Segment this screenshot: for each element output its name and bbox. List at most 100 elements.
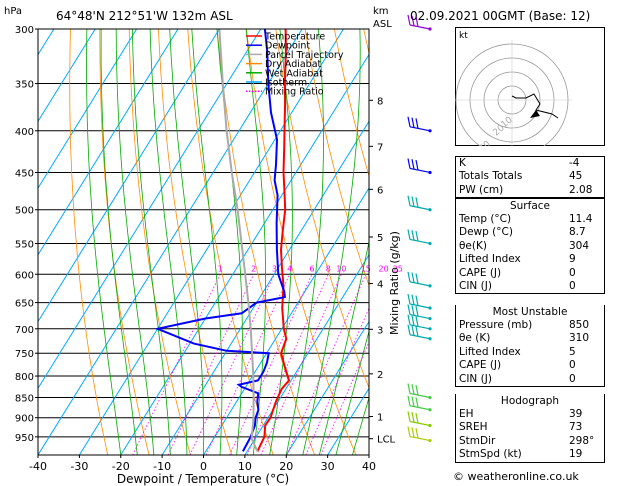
hodograph-stat-label: EH — [459, 408, 474, 420]
wind-barb — [407, 411, 432, 428]
surface-label: Temp (°C) — [459, 213, 512, 225]
parcel-trajectory-line — [218, 29, 259, 452]
most-unstable-value: 0 — [569, 359, 576, 372]
surface-label: CAPE (J) — [459, 266, 502, 279]
surface-label: CIN (J) — [459, 279, 492, 292]
surface-value: 11.4 — [569, 213, 593, 225]
pressure-tick-label: 550 — [15, 239, 34, 250]
surface-title: Surface — [509, 200, 550, 212]
dewpoint-line — [154, 29, 287, 452]
isotherm — [244, 253, 369, 455]
hodograph-stat-label: SREH — [459, 421, 488, 434]
mixing-ratio-line — [305, 307, 369, 455]
most-unstable-row: CAPE (J) 0 — [456, 359, 604, 372]
index-label: PW (cm) — [459, 183, 504, 196]
most-unstable-value: 850 — [569, 319, 590, 331]
pressure-tick-label: 700 — [15, 325, 34, 336]
surface-value: 8.7 — [569, 226, 586, 239]
most-unstable-label: Lifted Index — [459, 345, 521, 358]
wet-adiabat — [100, 29, 138, 455]
wind-barb — [407, 195, 432, 212]
mixing-ratio-line — [205, 274, 291, 455]
isotherm — [285, 320, 369, 455]
wet-adiabat — [319, 239, 369, 455]
mixing-ratio-label: 8 — [326, 264, 331, 273]
wind-barb — [407, 395, 432, 412]
isotherm — [38, 29, 179, 256]
pressure-tick-label: 650 — [15, 299, 34, 310]
legend-label: Dewpoint — [265, 41, 310, 52]
mixing-ratio-line — [260, 274, 342, 455]
pressure-tick-label: 900 — [15, 414, 34, 425]
index-value: 2.08 — [569, 183, 593, 196]
hodograph-table-title: Hodograph — [500, 395, 560, 407]
index-row: Totals Totals 45 — [456, 170, 604, 183]
surface-value: 9 — [569, 253, 576, 266]
km-tick-label: 2 — [377, 370, 383, 381]
most-unstable-row: θe (K) 310 — [456, 332, 604, 345]
wet-adiabat — [115, 29, 155, 455]
mixing-ratio-label: 25 — [393, 264, 403, 273]
legend-label: Mixing Ratio — [265, 87, 324, 98]
hodograph-stat-label: StmDir — [459, 434, 496, 447]
mixing-ratio-line — [246, 274, 329, 455]
temperature-tick-label: 20 — [279, 460, 293, 473]
legend-label: Wet Adiabat — [265, 68, 323, 79]
index-value: 45 — [569, 170, 583, 183]
surface-label: Lifted Index — [459, 253, 521, 266]
wet-adiabat — [285, 29, 324, 455]
wind-barb — [407, 324, 432, 341]
hpa-label: hPa — [4, 6, 22, 17]
mixing-ratio-line — [167, 274, 255, 455]
wind-barb — [407, 304, 432, 321]
dry-adiabat — [69, 29, 109, 455]
isotherm — [38, 29, 138, 190]
wind-barb — [407, 426, 432, 443]
dry-adiabat — [158, 29, 233, 455]
km-tick-label: 7 — [377, 142, 383, 153]
index-row: PW (cm) 2.08 — [456, 184, 604, 197]
hodograph-stat-row: SREH 73 — [456, 421, 604, 434]
surface-row: Temp (°C) 11.4 — [456, 213, 604, 226]
dry-adiabat — [99, 29, 150, 455]
index-label: Totals Totals — [459, 170, 523, 183]
legend-label: Parcel Trajectory — [265, 50, 344, 61]
hodograph-stat-row: StmSpd (kt) 19 — [456, 448, 604, 461]
wind-barb — [407, 383, 432, 400]
surface-value: 0 — [569, 279, 576, 292]
hodograph-trace — [511, 93, 559, 119]
footer-credit[interactable]: © weatheronline.co.uk — [453, 470, 579, 483]
temperature-tick-label: 0 — [200, 460, 207, 473]
hodograph-stat-value: 298° — [569, 434, 595, 447]
most-unstable-row: Pressure (mb) 850 — [456, 319, 604, 332]
temperature-tick-label: 10 — [238, 460, 252, 473]
km-tick-label: 4 — [377, 280, 383, 291]
km-label: km — [373, 6, 389, 17]
most-unstable-value: 5 — [569, 345, 576, 358]
pressure-tick-label: 950 — [15, 433, 34, 444]
temperature-tick-label: -40 — [29, 460, 47, 473]
pressure-tick-label: 400 — [15, 127, 34, 138]
pressure-tick-label: 300 — [15, 25, 34, 36]
wind-barb — [407, 293, 432, 310]
isotherm — [38, 29, 303, 455]
temperature-tick-label: 40 — [362, 460, 376, 473]
wet-adiabat — [149, 29, 188, 455]
wind-barb — [407, 229, 432, 246]
isotherm — [78, 29, 344, 455]
surface-row: θe(K) 304 — [456, 240, 604, 253]
pressure-tick-label: 600 — [15, 270, 34, 281]
km-tick-label: 6 — [377, 185, 383, 196]
mixing-ratio-label: 3 — [272, 264, 277, 273]
dry-adiabat — [128, 29, 191, 455]
most-unstable-label: θe (K) — [459, 332, 491, 345]
surface-row: Lifted Index 9 — [456, 253, 604, 266]
hodograph-stat-label: StmSpd (kt) — [459, 448, 522, 461]
surface-label: θe(K) — [459, 239, 487, 252]
dry-adiabat — [275, 29, 369, 389]
pressure-tick-label: 350 — [15, 80, 34, 91]
index-value: -4 — [569, 157, 580, 169]
wet-adiabat — [269, 29, 293, 455]
